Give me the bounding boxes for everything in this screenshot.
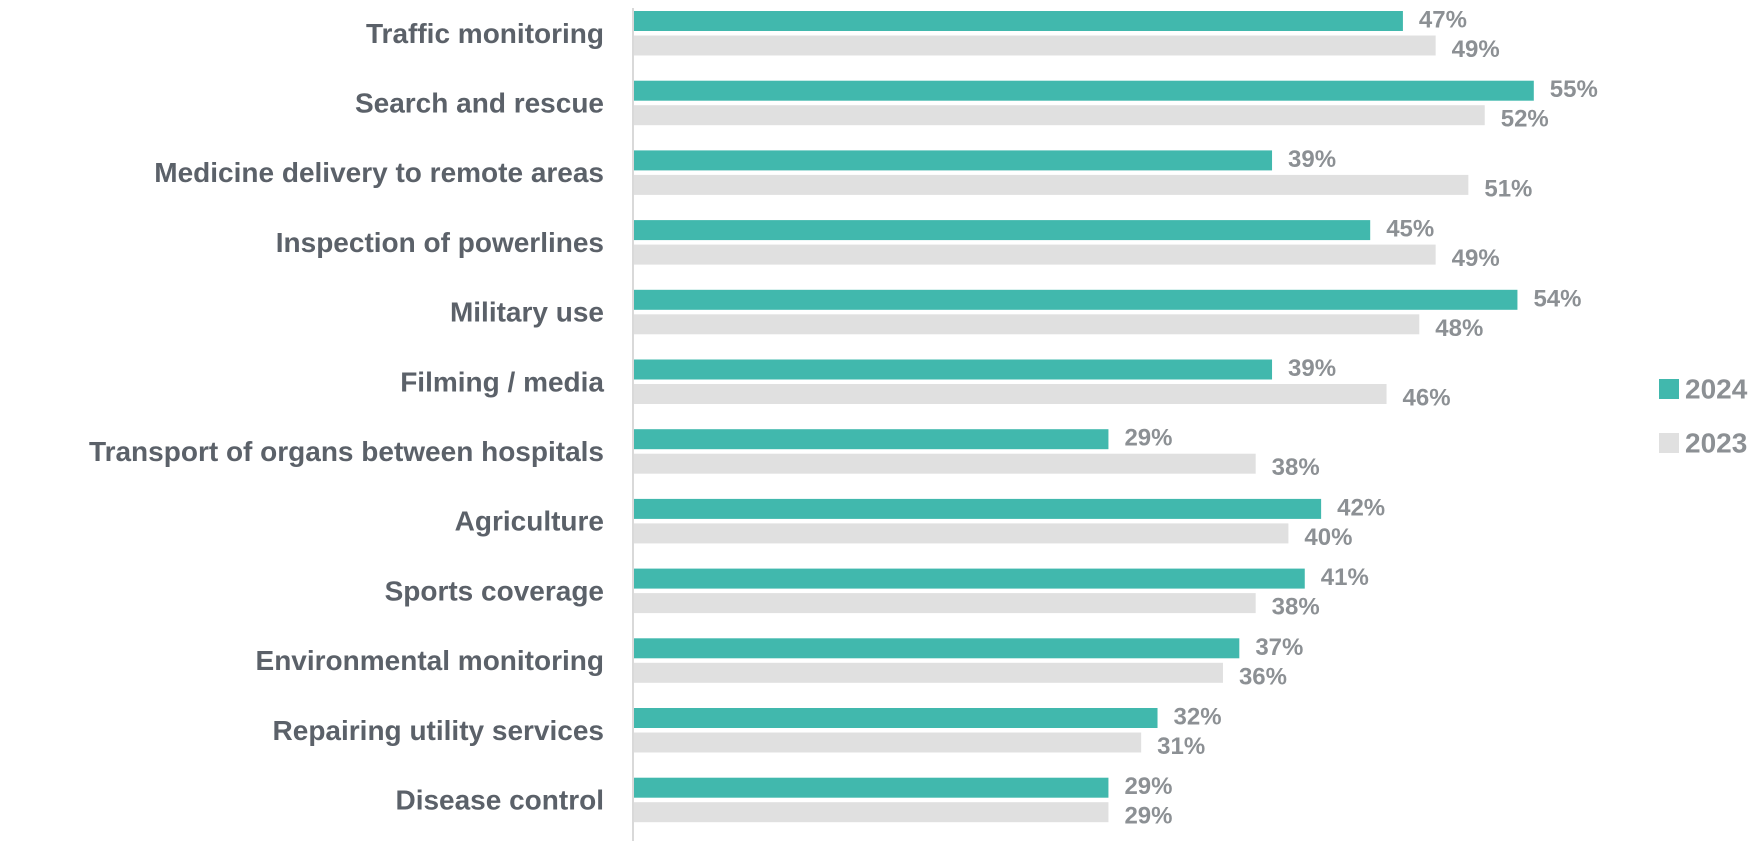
value-label-2024: 42% (1337, 494, 1385, 521)
category-label: Inspection of powerlines (276, 227, 604, 258)
bar-2024 (634, 429, 1109, 450)
value-label-2024: 32% (1174, 704, 1222, 731)
value-label-2024: 37% (1255, 634, 1303, 661)
value-label-2023: 49% (1452, 245, 1500, 272)
category-label: Repairing utility services (273, 715, 604, 746)
bar-2024 (634, 359, 1273, 380)
bar-2024 (634, 708, 1158, 728)
value-label-2023: 36% (1239, 663, 1287, 690)
value-label-2023: 46% (1403, 385, 1451, 412)
value-label-2023: 48% (1435, 315, 1483, 342)
category-label: Transport of organs between hospitals (89, 436, 604, 467)
bar-2023 (634, 732, 1142, 753)
legend-swatch-2024 (1659, 379, 1679, 399)
value-label-2024: 39% (1288, 146, 1336, 173)
bar-2023 (634, 174, 1469, 195)
bar-2024 (634, 289, 1518, 310)
value-label-2023: 38% (1272, 594, 1320, 621)
category-label: Disease control (395, 784, 604, 815)
bar-2023 (634, 453, 1256, 474)
value-label-2024: 41% (1321, 564, 1369, 591)
bar-2024 (634, 150, 1273, 171)
bar-2024 (634, 498, 1322, 519)
category-label: Traffic monitoring (366, 18, 604, 49)
bar-2023 (634, 523, 1289, 544)
bar-2024 (634, 638, 1240, 659)
category-label: Sports coverage (385, 575, 604, 606)
bar-2023 (634, 35, 1436, 56)
bar-2023 (634, 593, 1256, 614)
value-label-2023: 38% (1272, 454, 1320, 481)
bar-2024 (634, 11, 1403, 31)
value-label-2024: 54% (1533, 285, 1581, 312)
category-label: Agriculture (455, 506, 604, 537)
bars (634, 11, 1534, 823)
category-label: Filming / media (400, 366, 604, 397)
bar-2023 (634, 384, 1387, 404)
value-label-2024: 47% (1419, 7, 1467, 34)
value-label-2024: 45% (1386, 216, 1434, 243)
bar-2024 (634, 80, 1534, 101)
bar-2024 (634, 220, 1371, 241)
category-labels: Traffic monitoring Search and rescue Medic… (89, 18, 604, 816)
value-label-2023: 40% (1304, 524, 1352, 551)
bar-2023 (634, 244, 1436, 265)
value-label-2023: 49% (1452, 36, 1500, 63)
legend-label-2023: 2023 (1685, 428, 1747, 459)
value-label-2023: 52% (1501, 106, 1549, 133)
value-label-2023: 31% (1157, 733, 1205, 760)
value-label-2023: 51% (1484, 175, 1532, 202)
bar-2024 (634, 777, 1109, 798)
bar-2023 (634, 662, 1223, 683)
bar-2023 (634, 802, 1109, 823)
category-label: Medicine delivery to remote areas (154, 157, 604, 188)
bar-2024 (634, 568, 1305, 589)
value-label-2024: 55% (1550, 76, 1598, 103)
value-label-2023: 29% (1124, 803, 1172, 830)
value-label-2024: 29% (1124, 773, 1172, 800)
value-label-2024: 29% (1124, 425, 1172, 452)
bar-2023 (634, 105, 1485, 126)
legend: 2024 2023 (1659, 374, 1748, 459)
category-label: Environmental monitoring (256, 645, 604, 676)
value-labels: 47%49%55%52%39%51%45%49%54%48%39%46%29%3… (1124, 7, 1597, 830)
category-label: Search and rescue (355, 87, 604, 118)
value-label-2024: 39% (1288, 355, 1336, 382)
bar-2023 (634, 314, 1420, 335)
legend-label-2024: 2024 (1685, 374, 1748, 405)
legend-swatch-2023 (1659, 433, 1679, 453)
category-label: Military use (450, 297, 604, 328)
